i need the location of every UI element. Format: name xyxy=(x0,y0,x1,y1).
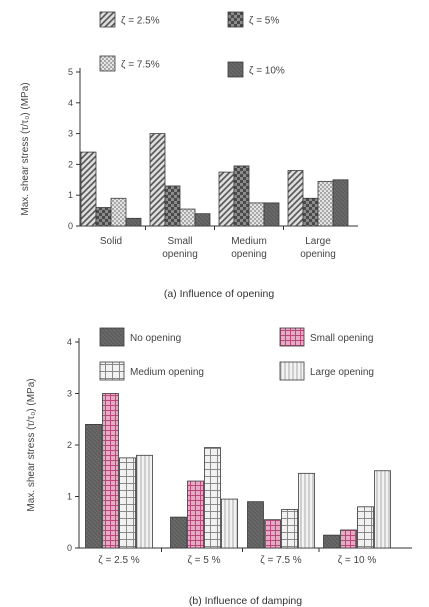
bar-7-5-no-opening xyxy=(247,501,264,549)
legend-label: Medium opening xyxy=(130,367,204,378)
x-tick-label: ζ = 5 % xyxy=(187,555,220,566)
bar-small-opening-10 xyxy=(194,213,211,227)
bar-solid-10 xyxy=(125,217,142,227)
x-tick-label: Solid xyxy=(100,236,122,247)
legend-swatch xyxy=(99,361,125,381)
y-axis-label: Max. shear stress (τ/τ₀) (MPa) xyxy=(26,378,37,511)
legend-item-10: ζ = 10% xyxy=(227,61,285,78)
bar-10-small-opening xyxy=(340,529,357,549)
x-tick-label: ζ = 10 % xyxy=(338,555,377,566)
bar-2-5-medium-opening xyxy=(119,457,136,549)
bar-solid-2-5 xyxy=(80,151,97,227)
bar-small-opening-2-5 xyxy=(149,133,166,227)
legend-item-7-5: ζ = 7.5% xyxy=(99,55,160,72)
bar-solid-7-5 xyxy=(110,197,127,227)
y-tick-label: 5 xyxy=(68,67,73,77)
bar-7-5-large-opening xyxy=(298,472,315,549)
bar-5-medium-opening xyxy=(204,447,221,549)
bar-large-opening-5 xyxy=(302,197,319,227)
legend-item-medium-opening: Medium opening xyxy=(99,361,204,381)
chart-caption: (b) Influence of damping xyxy=(189,595,302,607)
y-tick-label: 3 xyxy=(68,129,73,139)
bar-medium-opening-7-5 xyxy=(248,202,265,227)
y-tick-label: 0 xyxy=(67,543,72,553)
x-tick-label: Large opening xyxy=(300,236,336,260)
legend-swatch xyxy=(279,361,305,381)
bar-medium-opening-10 xyxy=(263,202,280,227)
legend-swatch xyxy=(227,11,244,28)
x-tick-label: Small opening xyxy=(162,236,198,260)
bar-large-opening-10 xyxy=(332,179,349,227)
bar-5-small-opening xyxy=(187,480,204,549)
legend-label: ζ = 7.5% xyxy=(121,60,160,71)
bar-7-5-small-opening xyxy=(264,519,281,549)
bar-small-opening-7-5 xyxy=(179,208,196,227)
bar-large-opening-2-5 xyxy=(287,170,304,227)
y-tick-label: 1 xyxy=(68,190,73,200)
legend-item-5: ζ = 5% xyxy=(227,11,279,28)
legend-swatch xyxy=(279,327,305,347)
y-tick-label: 2 xyxy=(68,159,73,169)
legend-label: ζ = 2.5% xyxy=(121,16,160,27)
bar-2-5-small-opening xyxy=(102,393,119,549)
legend-swatch xyxy=(99,55,116,72)
bar-small-opening-5 xyxy=(164,185,181,227)
bar-solid-5 xyxy=(95,207,112,227)
chart-influence-of-damping: 0 1 2 3 4 Max. shear stress (τ/τ₀) (MPa) ζ = 2… xyxy=(26,327,412,607)
bar-10-large-opening xyxy=(374,470,391,549)
legend-label: Large opening xyxy=(310,367,374,378)
legend-label: ζ = 5% xyxy=(249,16,279,27)
bar-5-large-opening xyxy=(221,498,238,549)
x-tick-label: ζ = 2.5 % xyxy=(98,555,139,566)
y-tick-label: 3 xyxy=(67,389,72,399)
legend-swatch xyxy=(99,11,116,28)
bar-10-no-opening xyxy=(323,534,340,549)
legend-item-small-opening: Small opening xyxy=(279,327,373,347)
bar-10-medium-opening xyxy=(357,506,374,549)
bar-2-5-no-opening xyxy=(85,423,102,549)
legend-item-2-5: ζ = 2.5% xyxy=(99,11,160,28)
x-tick-label: Medium opening xyxy=(231,236,267,260)
bar-5-no-opening xyxy=(170,516,187,549)
bar-medium-opening-5 xyxy=(233,165,250,227)
legend-label: ζ = 10% xyxy=(249,66,285,77)
legend-swatch xyxy=(99,327,125,347)
legend-item-large-opening: Large opening xyxy=(279,361,374,381)
y-tick-label: 4 xyxy=(67,337,72,347)
x-tick-label: ζ = 7.5 % xyxy=(260,555,301,566)
y-tick-label: 0 xyxy=(68,221,73,231)
chart-influence-of-opening: 0 1 2 3 4 5 Max. shear stress (τ/τ₀) (MPa) Soli… xyxy=(20,11,358,300)
y-tick-label: 4 xyxy=(68,98,73,108)
y-tick-label: 1 xyxy=(67,492,72,502)
legend-label: Small opening xyxy=(310,333,373,344)
bar-large-opening-7-5 xyxy=(317,180,334,227)
bar-medium-opening-2-5 xyxy=(218,171,235,227)
legend-item-no-opening: No opening xyxy=(99,327,181,347)
y-tick-label: 2 xyxy=(67,440,72,450)
bar-7-5-medium-opening xyxy=(281,508,298,549)
y-axis-label: Max. shear stress (τ/τ₀) (MPa) xyxy=(20,82,31,215)
bar-2-5-large-opening xyxy=(136,454,153,549)
legend-label: No opening xyxy=(130,333,181,344)
legend-swatch xyxy=(227,61,244,78)
chart-caption: (a) Influence of opening xyxy=(164,288,274,300)
